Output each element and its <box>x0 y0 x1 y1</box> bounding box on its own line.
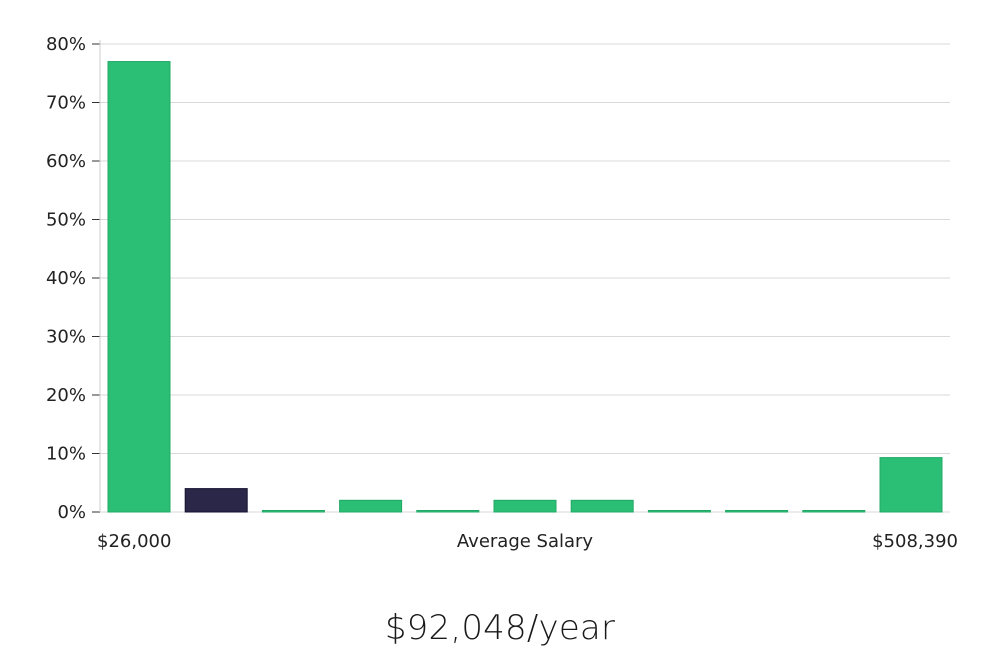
bar-highlighted <box>184 488 248 513</box>
y-tick-label: 70% <box>46 93 86 114</box>
x-axis-max-label: $508,390 <box>872 531 958 552</box>
bar <box>261 510 325 513</box>
y-axis-ticks: 0% 10% 20% 30% 40% 50% 60% 70% 80% <box>46 34 100 523</box>
average-salary-value: $92,048/year <box>384 608 616 648</box>
x-axis-min-label: $26,000 <box>97 531 171 552</box>
y-tick-label: 40% <box>46 268 86 289</box>
bar <box>107 61 171 513</box>
bar <box>725 510 789 513</box>
y-tick-label: 80% <box>46 34 86 55</box>
y-tick-label: 0% <box>57 502 86 523</box>
grid-lines <box>100 43 950 513</box>
bar <box>339 499 403 513</box>
y-tick-label: 30% <box>46 327 86 348</box>
bar <box>570 499 634 513</box>
salary-distribution-chart: 0% 10% 20% 30% 40% 50% 60% 70% 80% $26,000 Avera… <box>46 34 958 552</box>
bars <box>107 61 943 513</box>
y-tick-label: 50% <box>46 210 86 231</box>
bar <box>647 510 711 513</box>
y-tick-label: 60% <box>46 151 86 172</box>
bar <box>879 457 943 513</box>
y-tick-label: 10% <box>46 444 86 465</box>
bar <box>493 499 557 513</box>
bar <box>802 510 866 513</box>
x-axis-title: Average Salary <box>457 531 594 552</box>
bar <box>416 510 480 513</box>
y-tick-label: 20% <box>46 385 86 406</box>
